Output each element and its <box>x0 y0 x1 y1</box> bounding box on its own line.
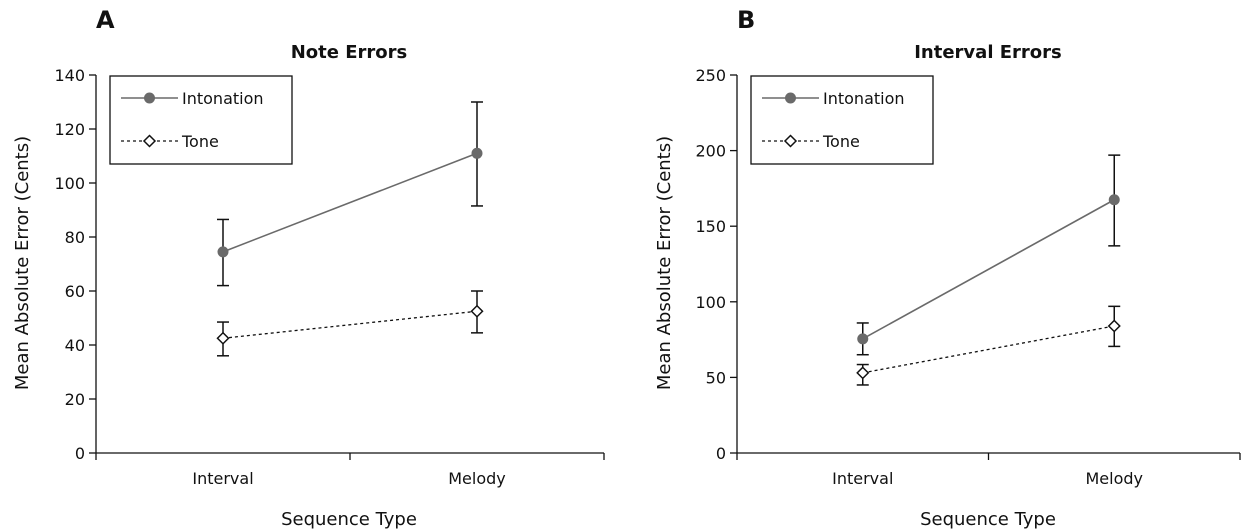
legend-label: Intonation <box>823 89 905 108</box>
plot-area: 0 50 100 150 200 250 Interval Melody Intonation T… <box>695 66 1241 488</box>
plot-area: 0 20 40 60 80 100 120 140 Interval Melody Intonati… <box>54 66 605 488</box>
marker-intonation <box>217 246 229 258</box>
chart-title: Note Errors <box>291 42 408 63</box>
series-line-intonation <box>222 152 478 253</box>
legend: Intonation Tone <box>109 75 293 165</box>
y-tick-label: 0 <box>716 444 726 463</box>
y-tick-label: 80 <box>65 228 85 247</box>
series-intonation <box>856 154 1121 356</box>
y-tick-label: 20 <box>65 390 85 409</box>
x-tick-label: Melody <box>448 469 506 488</box>
legend-label: Tone <box>181 132 219 151</box>
x-tick-label: Melody <box>1085 469 1143 488</box>
x-axis-label: Sequence Type <box>920 509 1056 530</box>
y-tick-label: 150 <box>695 217 726 236</box>
marker-tone <box>216 331 230 345</box>
marker-intonation <box>471 147 483 159</box>
y-tick-label: 100 <box>695 293 726 312</box>
panel-letter: B <box>737 6 755 34</box>
legend-box <box>750 75 934 165</box>
series-line-tone <box>222 310 478 339</box>
marker-tone <box>783 134 798 148</box>
panel-a: A Note Errors Sequence Type Mean Absolut… <box>12 6 605 530</box>
x-axis-label: Sequence Type <box>281 509 417 530</box>
y-axis-label: Mean Absolute Error (Cents) <box>654 136 675 390</box>
marker-intonation <box>144 92 155 104</box>
legend-box <box>109 75 293 165</box>
series-line-intonation <box>862 199 1115 340</box>
y-tick-label: 50 <box>706 368 726 387</box>
y-tick-label: 140 <box>54 66 85 85</box>
series-line-tone <box>862 325 1115 374</box>
marker-tone <box>1107 319 1121 333</box>
panel-letter: A <box>96 6 115 34</box>
chart-title: Interval Errors <box>914 42 1062 63</box>
x-tick-label: Interval <box>192 469 253 488</box>
y-tick-label: 250 <box>695 66 726 85</box>
legend-label: Tone <box>822 132 860 151</box>
series-intonation <box>217 101 483 287</box>
y-tick-label: 200 <box>695 142 726 161</box>
series-tone <box>216 290 484 357</box>
y-axis-label: Mean Absolute Error (Cents) <box>12 136 33 390</box>
y-tick-label: 100 <box>54 174 85 193</box>
legend: Intonation Tone <box>750 75 934 165</box>
y-tick-label: 40 <box>65 336 85 355</box>
y-tick-label: 0 <box>75 444 85 463</box>
y-tick-label: 120 <box>54 120 85 139</box>
marker-tone <box>142 134 157 148</box>
legend-label: Intonation <box>182 89 264 108</box>
y-tick-label: 60 <box>65 282 85 301</box>
marker-intonation <box>1108 194 1120 206</box>
panel-b: B Interval Errors Sequence Type Mean Abs… <box>654 6 1241 530</box>
marker-intonation <box>785 92 796 104</box>
x-tick-label: Interval <box>832 469 893 488</box>
marker-tone <box>470 304 484 318</box>
marker-tone <box>856 366 870 380</box>
series-tone <box>856 305 1121 386</box>
marker-intonation <box>857 333 869 345</box>
